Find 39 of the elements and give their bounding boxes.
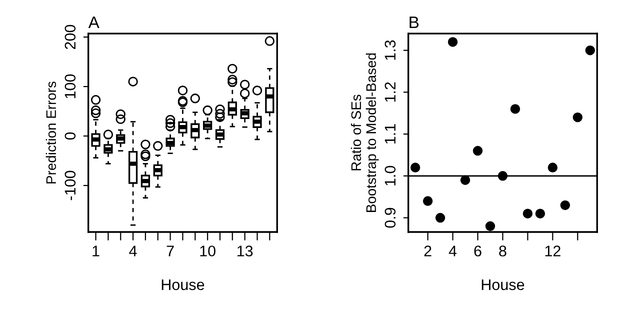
y-tick-label: 0: [64, 132, 76, 140]
y-axis-title: Prediction Errors: [46, 82, 56, 184]
point: [548, 162, 558, 172]
chart-title: A: [88, 16, 100, 28]
point: [535, 208, 546, 218]
x-tick-label: 8: [499, 246, 506, 256]
x-tick-label: 12: [545, 246, 560, 256]
x-tick-label: 13: [237, 246, 253, 256]
point: [448, 37, 458, 47]
chart-title: B: [410, 16, 419, 28]
point: [560, 200, 570, 210]
y-tick-label: 0.9: [384, 208, 396, 228]
y-axis-title: Ratio of SEs Bootstrap to Model-Based: [350, 53, 379, 212]
x-tick-label: 6: [474, 246, 482, 256]
point: [472, 146, 483, 156]
y-tick-label: -100: [64, 170, 76, 200]
point: [460, 175, 470, 185]
y-tick-label: 1.2: [384, 82, 396, 102]
x-tick-label: 1: [92, 246, 100, 256]
y-tick-label: 200: [64, 24, 76, 50]
y-tick-label: 1.3: [384, 40, 396, 60]
y-tick-label: 100: [64, 74, 76, 98]
y-tick-label: 1.1: [384, 124, 396, 144]
point: [435, 212, 446, 223]
point: [522, 208, 533, 218]
point: [572, 112, 582, 122]
x-tick-label: 4: [129, 246, 137, 256]
x-tick-label: 4: [448, 246, 457, 256]
point: [410, 162, 420, 172]
point: [422, 196, 433, 206]
point: [485, 221, 496, 231]
x-tick-label: 7: [166, 246, 174, 256]
x-tick-label: 10: [200, 246, 216, 256]
x-tick-label: 2: [424, 246, 432, 256]
x-axis-title: House: [162, 279, 204, 290]
y-tick-label: 1.0: [384, 166, 396, 186]
x-axis-title: House: [482, 279, 524, 290]
point: [510, 104, 520, 114]
point: [585, 45, 595, 56]
